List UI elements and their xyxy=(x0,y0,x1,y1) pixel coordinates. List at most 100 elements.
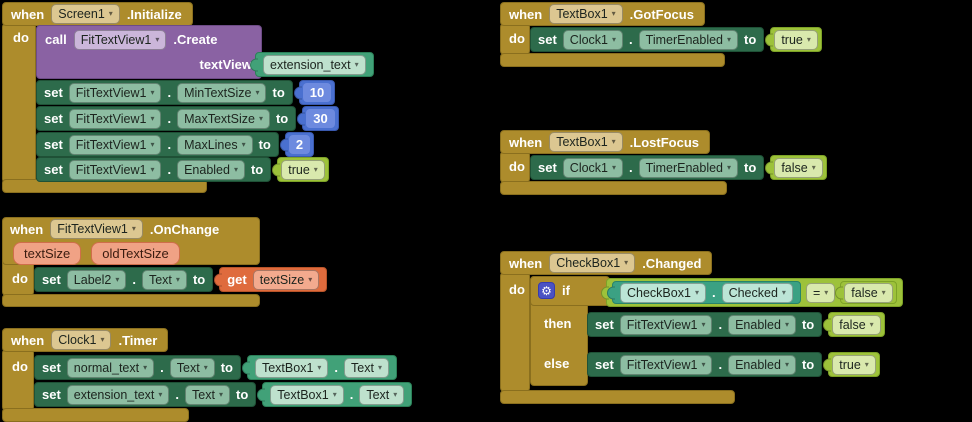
component-dropdown[interactable]: extension_text ▾ xyxy=(263,54,366,75)
param-badge[interactable]: textSize xyxy=(13,242,82,265)
logic-true-block[interactable]: true ▾ xyxy=(277,157,329,182)
set-property-row[interactable]: set normal_text ▾ . Text ▾ to TextBox1 ▾ . … xyxy=(34,355,397,380)
logic-value-dropdown[interactable]: false ▾ xyxy=(774,157,823,178)
call-method-block[interactable]: call FitTextView1 ▾ .Create textView xyxy=(36,25,262,79)
property-dropdown[interactable]: Text ▾ xyxy=(169,357,215,378)
logic-value-dropdown[interactable]: true ▾ xyxy=(281,159,325,180)
event-block-header[interactable]: when FitTextView1 ▾ .OnChange xyxy=(2,217,229,241)
set-property-row[interactable]: set FitTextView1 ▾ . Enabled ▾ to false ▾ xyxy=(587,312,885,337)
property-dropdown[interactable]: MaxLines ▾ xyxy=(177,134,253,155)
set-property-row[interactable]: set extension_text ▾ . Text ▾ to TextBox1 ▾… xyxy=(34,382,413,407)
number-value-block[interactable]: 10 xyxy=(298,80,336,105)
property-dropdown[interactable]: Enabled ▾ xyxy=(177,159,245,180)
event-block-header[interactable]: when TextBox1 ▾ .LostFocus xyxy=(500,130,711,154)
logic-false-block[interactable]: false ▾ xyxy=(828,312,885,337)
set-property-block[interactable]: set FitTextView1 ▾ . MaxTextSize ▾ to xyxy=(36,106,297,131)
set-property-block[interactable]: set Clock1 ▾ . TimerEnabled ▾ to xyxy=(530,155,765,180)
component-dropdown[interactable]: FitTextView1 ▾ xyxy=(50,219,143,239)
set-property-row[interactable]: set FitTextView1 ▾ . Enabled ▾ to true ▾ xyxy=(36,157,329,182)
to-label: to xyxy=(258,137,271,152)
logic-value-dropdown[interactable]: true ▾ xyxy=(774,29,818,50)
component-dropdown[interactable]: CheckBox1 ▾ xyxy=(549,253,636,273)
event-block-header[interactable]: when CheckBox1 ▾ .Changed xyxy=(500,251,713,275)
set-property-block[interactable]: set Label2 ▾ . Text ▾ to xyxy=(34,267,214,292)
property-dropdown[interactable]: TimerEnabled ▾ xyxy=(638,157,739,178)
component-dropdown[interactable]: FitTextView1 ▾ xyxy=(68,159,162,180)
component-dropdown[interactable]: extension_text ▾ xyxy=(66,384,170,405)
event-block-fittextview1-onchange[interactable]: when FitTextView1 ▾ .OnChange textSize o… xyxy=(2,217,402,309)
logic-true-block[interactable]: true ▾ xyxy=(828,352,880,377)
component-dropdown[interactable]: TextBox1 ▾ xyxy=(549,4,623,24)
set-property-row[interactable]: set FitTextView1 ▾ . MaxTextSize ▾ to 30 xyxy=(36,106,339,131)
component-dropdown[interactable]: FitTextView1 ▾ xyxy=(68,82,162,103)
component-dropdown[interactable]: FitTextView1 ▾ xyxy=(68,108,162,129)
property-dropdown[interactable]: MinTextSize ▾ xyxy=(177,82,267,103)
component-dropdown[interactable]: Clock1 ▾ xyxy=(51,330,112,350)
event-block-header[interactable]: when Screen1 ▾ .Initialize xyxy=(2,2,193,26)
component-property-getter-block[interactable]: CheckBox1 ▾ . Checked ▾ xyxy=(612,281,801,304)
set-property-block[interactable]: set FitTextView1 ▾ . Enabled ▾ to xyxy=(36,157,272,182)
component-dropdown[interactable]: Clock1 ▾ xyxy=(562,29,624,50)
variable-dropdown[interactable]: textSize ▾ xyxy=(252,269,320,290)
comparison-block[interactable]: CheckBox1 ▾ . Checked ▾ = ▾ false ▾ xyxy=(606,278,903,307)
set-property-row[interactable]: set FitTextView1 ▾ . MaxLines ▾ to 2 xyxy=(36,132,315,157)
logic-true-block[interactable]: true ▾ xyxy=(770,27,822,52)
component-dropdown[interactable]: FitTextView1 ▾ xyxy=(73,29,167,50)
get-variable-block[interactable]: get textSize ▾ xyxy=(219,267,328,292)
set-property-row[interactable]: set FitTextView1 ▾ . Enabled ▾ to true ▾ xyxy=(587,352,880,377)
logic-false-block[interactable]: false ▾ xyxy=(840,281,897,304)
number-value-block[interactable]: 2 xyxy=(284,132,315,157)
operator-dropdown[interactable]: = ▾ xyxy=(805,282,836,303)
set-property-block[interactable]: set FitTextView1 ▾ . Enabled ▾ to xyxy=(587,352,823,377)
logic-value-dropdown[interactable]: false ▾ xyxy=(832,314,881,335)
set-property-row[interactable]: set Clock1 ▾ . TimerEnabled ▾ to false ▾ xyxy=(530,155,827,180)
property-dropdown[interactable]: Enabled ▾ xyxy=(728,354,796,375)
component-dropdown[interactable]: Label2 ▾ xyxy=(66,269,127,290)
property-dropdown[interactable]: Enabled ▾ xyxy=(728,314,796,335)
component-dropdown[interactable]: FitTextView1 ▾ xyxy=(619,354,713,375)
logic-false-block[interactable]: false ▾ xyxy=(770,155,827,180)
component-dropdown[interactable]: TextBox1 ▾ xyxy=(254,357,329,378)
component-dropdown[interactable]: normal_text ▾ xyxy=(66,357,155,378)
event-block-header[interactable]: when Clock1 ▾ .Timer xyxy=(2,328,169,352)
property-dropdown[interactable]: Text ▾ xyxy=(359,384,405,405)
component-value-block[interactable]: extension_text ▾ xyxy=(255,52,374,77)
component-dropdown[interactable]: CheckBox1 ▾ xyxy=(620,282,706,303)
set-property-block[interactable]: set Clock1 ▾ . TimerEnabled ▾ to xyxy=(530,27,765,52)
property-dropdown[interactable]: MaxTextSize ▾ xyxy=(177,108,270,129)
event-block-textbox1-gotfocus[interactable]: when TextBox1 ▾ .GotFocus do set Clock1 ▾… xyxy=(500,2,970,68)
component-dropdown[interactable]: Screen1 ▾ xyxy=(51,4,120,24)
set-property-row[interactable]: set Clock1 ▾ . TimerEnabled ▾ to true ▾ xyxy=(530,27,822,52)
property-dropdown[interactable]: Text ▾ xyxy=(344,357,389,378)
set-property-block[interactable]: set normal_text ▾ . Text ▾ to xyxy=(34,355,241,380)
property-dropdown[interactable]: Text ▾ xyxy=(141,269,187,290)
event-block-checkbox1-changed[interactable]: when CheckBox1 ▾ .Changed do ⚙ if CheckB… xyxy=(500,251,972,409)
component-property-getter-block[interactable]: TextBox1 ▾ . Text ▾ xyxy=(246,355,397,380)
event-block-textbox1-lostfocus[interactable]: when TextBox1 ▾ .LostFocus do set Clock1… xyxy=(500,130,970,196)
mutator-gear-icon[interactable]: ⚙ xyxy=(538,282,555,299)
component-dropdown[interactable]: FitTextView1 ▾ xyxy=(68,134,162,155)
if-condition-socket[interactable]: CheckBox1 ▾ . Checked ▾ = ▾ false ▾ xyxy=(606,278,903,307)
event-block-screen1-initialize[interactable]: when Screen1 ▾ .Initialize do call FitTe… xyxy=(2,2,402,197)
set-property-block[interactable]: set FitTextView1 ▾ . MinTextSize ▾ to xyxy=(36,80,293,105)
set-property-block[interactable]: set FitTextView1 ▾ . Enabled ▾ to xyxy=(587,312,823,337)
component-dropdown[interactable]: FitTextView1 ▾ xyxy=(619,314,713,335)
set-property-block[interactable]: set extension_text ▾ . Text ▾ to xyxy=(34,382,257,407)
set-property-row[interactable]: set Label2 ▾ . Text ▾ to get textSize ▾ xyxy=(34,267,328,292)
set-property-row[interactable]: set FitTextView1 ▾ . MinTextSize ▾ to 10 xyxy=(36,80,336,105)
component-dropdown[interactable]: TextBox1 ▾ xyxy=(549,132,623,152)
component-dropdown[interactable]: Clock1 ▾ xyxy=(562,157,624,178)
property-dropdown[interactable]: Text ▾ xyxy=(185,384,230,405)
property-dropdown[interactable]: Checked ▾ xyxy=(721,282,793,303)
set-property-block[interactable]: set FitTextView1 ▾ . MaxLines ▾ to xyxy=(36,132,279,157)
logic-value-dropdown[interactable]: true ▾ xyxy=(832,354,876,375)
component-dropdown[interactable]: TextBox1 ▾ xyxy=(270,384,344,405)
property-dropdown[interactable]: TimerEnabled ▾ xyxy=(638,29,739,50)
number-value-block[interactable]: 30 xyxy=(302,106,339,131)
component-property-getter-block[interactable]: TextBox1 ▾ . Text ▾ xyxy=(262,382,413,407)
param-badge[interactable]: oldTextSize xyxy=(91,242,180,265)
logic-value-dropdown[interactable]: false ▾ xyxy=(844,282,893,303)
event-block-header[interactable]: when TextBox1 ▾ .GotFocus xyxy=(500,2,705,26)
event-block-clock1-timer[interactable]: when Clock1 ▾ .Timer do set normal_text ▾… xyxy=(2,328,480,422)
